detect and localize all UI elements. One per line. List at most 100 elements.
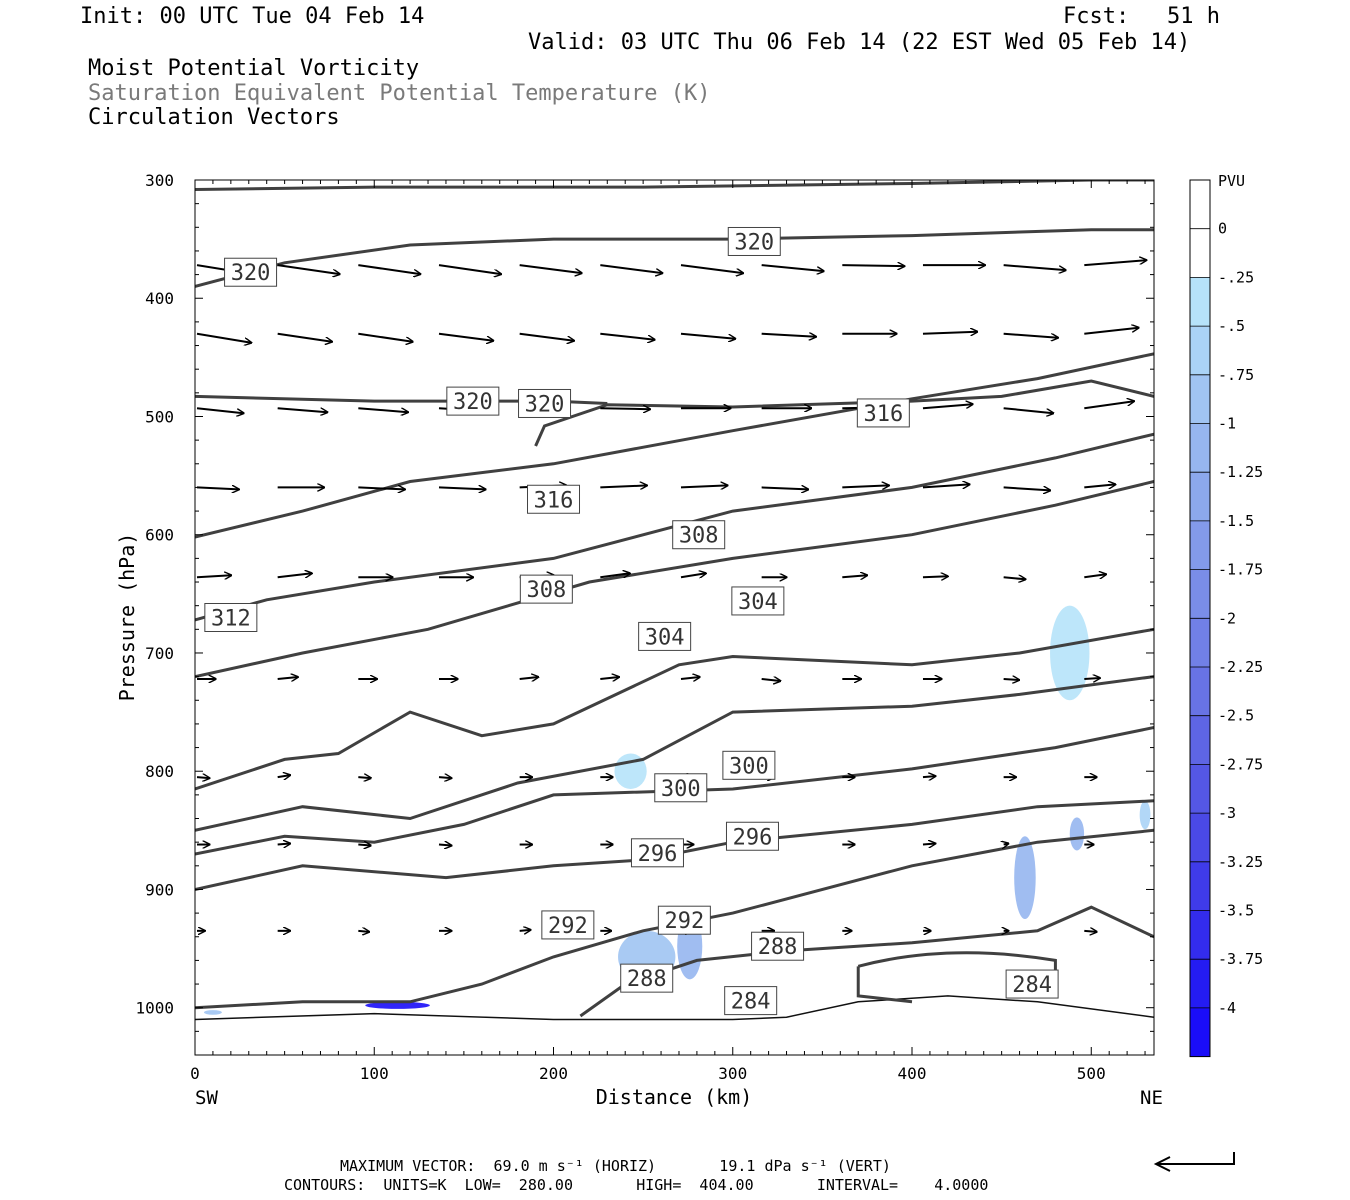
pv-patch	[203, 1010, 222, 1015]
circulation-vector	[600, 677, 619, 679]
y-tick-label: 1000	[135, 999, 174, 1018]
x-tick-label: 200	[539, 1064, 568, 1083]
circulation-vector	[519, 930, 531, 931]
circulation-vector	[1084, 401, 1134, 410]
contour-label: 320	[453, 390, 493, 415]
pv-patch	[1014, 836, 1036, 920]
colorbar-tick-label: -3.75	[1218, 950, 1263, 968]
x-tick-label: 400	[898, 1064, 927, 1083]
circulation-vector	[358, 487, 405, 489]
circulation-vector	[600, 485, 647, 487]
circulation-vector	[277, 407, 328, 412]
circulation-vector	[922, 484, 970, 487]
colorbar: PVU 0 -.25 -.5 -.75 -1 -1.25 -1.5 -1.75 -2 -2.25 -2…	[1189, 172, 1263, 1058]
colorbar-swatch	[1190, 520, 1210, 570]
circulation-vector	[922, 576, 948, 577]
contour-label-box	[657, 905, 711, 935]
title-mpv: Moist Potential Vorticity	[88, 56, 420, 81]
colorbar-swatch	[1190, 569, 1210, 619]
circulation-vector	[1003, 487, 1051, 490]
circulation-vector	[196, 332, 251, 343]
circulation-vector	[600, 573, 629, 579]
colorbar-swatch	[1190, 861, 1210, 911]
circulation-vector	[277, 775, 290, 777]
colorbar-swatch	[1190, 959, 1210, 1008]
colorbar-swatch	[1190, 618, 1210, 667]
circulation-vector	[1084, 678, 1100, 679]
contour-label: 308	[526, 578, 566, 603]
colorbar-tick-label: -1.25	[1218, 463, 1263, 481]
surface-line	[195, 995, 1154, 1021]
pv-patch	[365, 1001, 430, 1009]
circulation-vector	[922, 332, 977, 334]
circulation-vector	[438, 487, 486, 489]
contour-label-box	[519, 574, 573, 604]
contour-label-box	[751, 931, 805, 961]
isentrope-contours	[195, 180, 1154, 1021]
x-tick-label: 300	[718, 1064, 747, 1083]
circulation-vector	[358, 931, 369, 932]
colorbar-tick-label: -4	[1218, 999, 1236, 1017]
contour-label: 304	[738, 590, 778, 615]
contour-label: 296	[638, 842, 678, 867]
colorbar-tick-label: -1	[1218, 415, 1236, 433]
isentrope-304	[195, 627, 1154, 791]
footer-contours: CONTOURS: UNITS=K LOW= 280.00 HIGH= 404.…	[284, 1176, 989, 1194]
circulation-vector	[277, 573, 312, 579]
circulation-vector	[196, 575, 231, 577]
colorbar-tick-label: -.5	[1218, 317, 1245, 335]
circulation-vector	[1003, 577, 1026, 579]
circulation-vector	[680, 677, 700, 679]
contour-label: 300	[661, 777, 701, 802]
contour-label: 300	[729, 754, 769, 779]
pv-patch	[1139, 800, 1151, 830]
isentrope-closed-284	[856, 951, 1057, 1004]
circulation-vector	[519, 264, 582, 273]
y-axis-label: Pressure (hPa)	[115, 533, 139, 702]
reference-vector-arrow	[1153, 1152, 1235, 1172]
circulation-vector	[842, 485, 889, 487]
x-tick-label: 500	[1077, 1064, 1106, 1083]
isentrope-320	[195, 180, 1154, 191]
circulation-vectors	[196, 260, 1146, 932]
contour-label-box	[446, 386, 500, 416]
circulation-vector	[1003, 332, 1058, 338]
circulation-vector	[277, 332, 332, 342]
circulation-vector	[761, 264, 824, 271]
footer-max-vector: MAXIMUM VECTOR: 69.0 m s⁻¹ (HORIZ) 19.1 …	[340, 1157, 891, 1175]
colorbar-tick-label: -3	[1218, 804, 1236, 822]
contour-label: 308	[679, 524, 719, 549]
colorbar-tick-label: -3.25	[1218, 853, 1263, 871]
y-tick-label: 600	[145, 526, 174, 545]
colorbar-tick-label: -.75	[1218, 366, 1254, 384]
contour-label-box	[518, 388, 572, 418]
circulation-vector	[1004, 844, 1009, 845]
y-tick-label: 900	[145, 880, 174, 899]
title-theta-es: Saturation Equivalent Potential Temperat…	[88, 81, 711, 106]
circulation-vector	[761, 679, 781, 681]
circulation-vector	[761, 334, 816, 337]
colorbar-swatch	[1190, 667, 1210, 716]
colorbar-tick-label: -1.75	[1218, 561, 1263, 579]
colorbar-swatch	[1190, 715, 1210, 765]
colorbar-swatch	[1190, 910, 1210, 960]
contour-label: 320	[734, 230, 774, 255]
y-tick-label: 800	[145, 762, 174, 781]
colorbar-swatch	[1190, 374, 1210, 424]
forecast-hours: 51 h	[1167, 4, 1220, 29]
contour-label-box	[731, 586, 785, 616]
isentrope-288	[195, 828, 1154, 1010]
colorbar-tick-label: -2.75	[1218, 755, 1263, 773]
contour-label: 320	[525, 392, 565, 417]
contour-label-box	[727, 226, 781, 256]
circulation-vector	[842, 575, 867, 577]
contour-label: 316	[863, 402, 903, 427]
y-tick-label: 400	[145, 289, 174, 308]
axes: 300 400 500 600 700 800 900 1000 0 100 200 300 400 50…	[135, 171, 1154, 1083]
contour-label-box	[224, 257, 278, 287]
circulation-vector	[358, 845, 370, 846]
colorbar-tick-label: -2	[1218, 609, 1236, 627]
pv-patch	[1069, 817, 1085, 851]
contour-label: 320	[231, 261, 271, 286]
contour-label-box	[856, 398, 910, 428]
